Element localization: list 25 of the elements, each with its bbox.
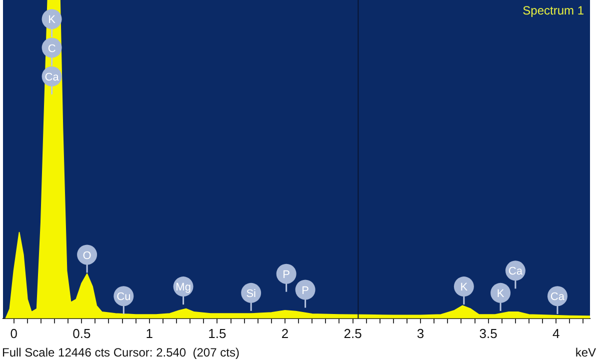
annotation: K	[48, 14, 56, 26]
x-tick-label: 3	[416, 326, 424, 341]
x-tick-label: 1.5	[208, 326, 226, 341]
x-tick-label: 4	[552, 326, 560, 341]
x-axis-title: keV	[575, 345, 596, 360]
annotation: Si	[246, 288, 256, 300]
annotation: C	[48, 42, 56, 55]
annotation: K	[496, 288, 505, 300]
x-tick-label: 1	[146, 326, 154, 341]
x-tick-label: 3.5	[479, 326, 498, 341]
x-tick-label: 0	[10, 326, 18, 341]
annotation: P	[282, 268, 290, 281]
x-tick-label: 2.5	[344, 326, 362, 341]
annotation: O	[82, 250, 92, 262]
annotation: P	[302, 284, 309, 297]
annotation: K	[460, 282, 468, 294]
chart-title: Spectrum 1	[522, 3, 584, 18]
annotation: Mg	[176, 282, 191, 294]
x-tick-label: 2	[281, 326, 289, 341]
annotation: Ca	[550, 291, 566, 304]
text: Full Scale 12446 cts Cursor: 2.540 (207 cts)	[2, 345, 240, 360]
x-tick-label: 0.5	[72, 326, 91, 341]
annotation: Cu	[116, 291, 131, 304]
annotation: Ca	[44, 71, 60, 84]
annotation: Ca	[508, 266, 524, 278]
